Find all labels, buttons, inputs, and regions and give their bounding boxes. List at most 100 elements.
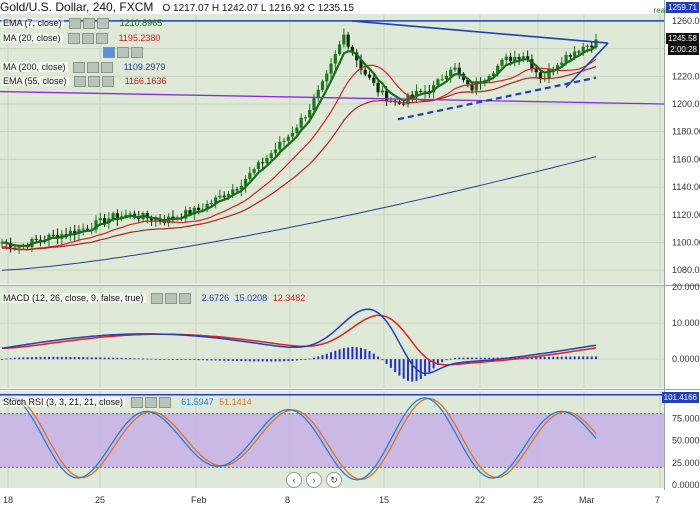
legend-ma20-buttons[interactable]	[68, 33, 110, 45]
candle-body	[538, 72, 543, 80]
macd-hist-bar	[99, 357, 102, 360]
x-tick-label: Mar	[579, 495, 595, 505]
candle-body	[102, 218, 107, 224]
close-icon[interactable]	[102, 76, 115, 88]
macd-hist-bar	[137, 358, 140, 360]
macd-hist-bar	[253, 359, 256, 362]
candle-body	[192, 207, 196, 215]
legend-stoch-buttons[interactable]	[130, 397, 173, 409]
candle-body	[449, 69, 453, 77]
macd-hist-bar	[402, 359, 405, 379]
macd-hist-bar	[300, 359, 303, 361]
macd-hist-bar	[317, 356, 320, 360]
candle-body	[555, 65, 560, 70]
macd-hist-bar	[424, 359, 427, 376]
legend-stoch-rsi[interactable]: Stoch RSI (3, 3, 21, 21, close) 61.5947 …	[1, 397, 252, 409]
macd-hist-bar	[73, 357, 76, 360]
candle-body	[573, 51, 577, 57]
legend-hidden-study[interactable]	[1, 47, 145, 59]
macd-hist-bar	[492, 357, 495, 360]
chevron-right-icon[interactable]: ›	[306, 472, 322, 488]
macd-hist-bar	[308, 358, 311, 360]
rsi-tick-label: 50.0000	[672, 436, 700, 446]
reset-icon[interactable]: ↻	[326, 472, 342, 488]
gear-icon[interactable]	[83, 18, 96, 30]
legend-ema55-buttons[interactable]	[74, 76, 116, 88]
macd-hist-bar	[129, 358, 132, 360]
chart-navigation[interactable]: ‹ › ↻	[286, 470, 346, 488]
legend-macd-buttons[interactable]	[151, 293, 193, 305]
macd-hist-bar	[586, 356, 589, 360]
candle-body	[81, 228, 85, 230]
candle-body	[299, 117, 303, 128]
eye-icon[interactable]	[74, 76, 87, 88]
eye-icon[interactable]	[73, 62, 86, 74]
macd-hist-bar	[22, 357, 25, 360]
x-tick-label: 15	[379, 495, 389, 505]
macd-hist-bar	[274, 359, 277, 362]
eye-icon[interactable]	[69, 18, 82, 30]
chevron-left-icon[interactable]: ‹	[286, 472, 302, 488]
macd-hist-bar	[240, 359, 243, 362]
legend-hidden-buttons[interactable]	[102, 47, 145, 59]
macd-hist-bar	[496, 357, 499, 360]
macd-tick-label: 0.0000	[672, 354, 700, 364]
macd-hist-bar	[218, 359, 221, 361]
price-tick-label: 1200.00	[672, 99, 700, 109]
macd-hist-bar	[244, 359, 247, 362]
legend-ma200[interactable]: MA (200, close) 1109.2979	[1, 62, 165, 74]
candle-body	[432, 85, 436, 93]
price-tick-label: 1100.00	[672, 237, 700, 247]
candle-body	[316, 89, 320, 99]
candle-body	[534, 68, 538, 73]
gear-icon[interactable]	[144, 397, 157, 409]
macd-hist-bar	[398, 359, 401, 376]
candle-body	[457, 67, 461, 74]
candle-body	[560, 62, 564, 66]
eye-icon[interactable]	[68, 33, 81, 45]
eye-icon[interactable]	[102, 47, 115, 59]
price-tick-label: 1140.00	[672, 182, 700, 192]
candle-body	[226, 193, 231, 198]
candle-body	[256, 162, 261, 170]
macd-hist-bar	[214, 359, 217, 361]
close-icon[interactable]	[101, 62, 114, 74]
candle-body	[385, 90, 389, 102]
stoch-d-value: 51.1414	[219, 397, 252, 407]
candle-body	[564, 54, 568, 63]
candle-body	[231, 189, 235, 194]
eye-icon[interactable]	[130, 397, 143, 409]
close-icon[interactable]	[130, 47, 143, 59]
eye-icon[interactable]	[151, 293, 164, 305]
legend-ema55[interactable]: EMA (55, close) 1166.1636	[1, 76, 166, 88]
gear-icon[interactable]	[165, 293, 178, 305]
stoch-rsi-band	[0, 413, 664, 468]
gear-icon[interactable]	[116, 47, 129, 59]
close-icon[interactable]	[179, 293, 192, 305]
macd-hist-bar	[197, 359, 200, 361]
candle-body	[491, 73, 496, 77]
macd-hist-bar	[201, 359, 204, 361]
macd-hist-bar	[453, 358, 456, 360]
candle-body	[350, 46, 355, 53]
legend-ema7-buttons[interactable]	[69, 18, 111, 30]
legend-ma200-buttons[interactable]	[73, 62, 115, 74]
gear-icon[interactable]	[82, 33, 95, 45]
gear-icon[interactable]	[88, 76, 101, 88]
gear-icon[interactable]	[87, 62, 100, 74]
stoch-k-value: 61.5947	[181, 397, 214, 407]
macd-hist-bar	[535, 357, 538, 360]
candle-body	[333, 54, 337, 64]
legend-ma20[interactable]: MA (20, close) 1195.2380	[1, 33, 160, 45]
macd-hist-bar	[65, 356, 68, 360]
close-icon[interactable]	[96, 33, 109, 45]
legend-ema7[interactable]: EMA (7, close) 1210.8965	[1, 18, 162, 30]
candle-body	[466, 79, 470, 85]
close-icon[interactable]	[97, 18, 110, 30]
legend-macd[interactable]: MACD (12, 26, close, 9, false, true) 2.6…	[1, 293, 305, 305]
macd-hist-bar	[39, 356, 42, 360]
close-icon[interactable]	[158, 397, 171, 409]
macd-hist-bar	[60, 356, 63, 360]
macd-hist-bar	[312, 357, 315, 360]
